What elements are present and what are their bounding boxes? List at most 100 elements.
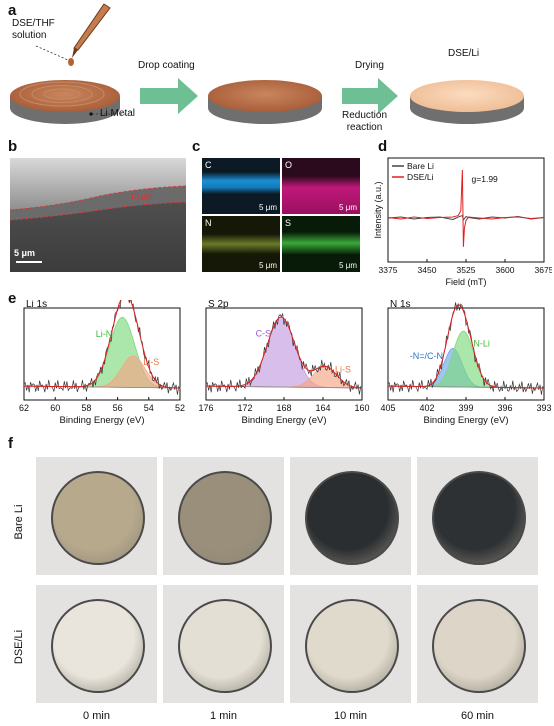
eds-scale-s: 5 μm (339, 261, 357, 270)
li-metal-disk-2 (208, 80, 322, 124)
li-disk (178, 599, 272, 693)
peak-label-0: -N=/C-N (410, 351, 443, 361)
sem-cross-section-image: 10 μm 5 μm (10, 158, 186, 272)
legend-label-0: Bare Li (407, 161, 434, 171)
panel-label-b: b (8, 138, 18, 155)
peak-label-1: N-Li (473, 339, 490, 349)
panel-label-a: a (8, 2, 17, 19)
arrow-drop-coating (140, 78, 198, 114)
li-disk (432, 471, 526, 565)
eds-scale-n: 5 μm (259, 261, 277, 270)
panel-label-f: f (8, 435, 13, 452)
fit-envelope-line (387, 304, 545, 389)
photo-dse-li-0 (36, 585, 157, 703)
peak-label-0: Li-N (96, 329, 113, 339)
time-label-0: 0 min (83, 710, 110, 722)
li-disk (305, 599, 399, 693)
time-label-3: 60 min (460, 710, 495, 722)
x-tick-label-1: 3450 (418, 265, 437, 275)
dse-li-disk (410, 80, 524, 124)
x-tick-label-0: 176 (198, 403, 213, 413)
photo-dse-li-3 (417, 585, 538, 703)
epr-chart: 3375 3450 3525 3600 3675 Field (mT) Intensity … (373, 157, 552, 287)
x-tick-label-3: 3600 (496, 265, 515, 275)
eds-map-c: C 5 μm (202, 158, 280, 214)
eds-scale-c: 5 μm (259, 203, 277, 212)
x-tick-label-3: 396 (497, 403, 512, 413)
photo-bare-li-1 (163, 457, 284, 575)
li-metal-label: Li Metal (100, 108, 136, 119)
li-disk (432, 599, 526, 693)
row-label-dse-li: DSE/Li (13, 629, 25, 665)
x-tick-label-0: 62 (19, 403, 29, 413)
x-axis-label: Binding Energy (eV) (423, 415, 508, 426)
peak-label-1: Li-S (143, 357, 159, 367)
drop-coating-label: Drop coating (138, 60, 195, 71)
photo-bare-li-0 (36, 457, 157, 575)
x-tick-label-0: 3375 (379, 265, 398, 275)
x-axis-label: Field (mT) (446, 277, 487, 287)
spectrum-title: Li 1s (26, 300, 47, 310)
eds-element-n: N (205, 218, 212, 228)
peak-label-1: Li-S (335, 364, 351, 374)
fit-envelope-line (205, 316, 363, 389)
eds-map-o: O 5 μm (282, 158, 360, 214)
panel-label-c: c (192, 138, 201, 155)
x-tick-label-0: 405 (380, 403, 395, 413)
eds-scale-o: 5 μm (339, 203, 357, 212)
eds-map-s: S 5 μm (282, 216, 360, 272)
plot-frame (23, 307, 181, 401)
x-tick-label-3: 56 (113, 403, 123, 413)
x-tick-label-2: 168 (276, 403, 291, 413)
xps-s2p-chart: 176 172 168 164 160 Binding Energy (eV) S 2p C-… (198, 300, 369, 426)
x-tick-label-4: 160 (354, 403, 369, 413)
g-value-annotation: g=1.99 (472, 174, 499, 184)
drying-label: Drying (355, 60, 384, 71)
x-tick-label-1: 172 (237, 403, 252, 413)
photo-dse-li-2 (290, 585, 411, 703)
panel-label-d: d (378, 138, 388, 155)
photo-dse-li-1 (163, 585, 284, 703)
eds-element-s: S (285, 218, 292, 228)
scale-bar-label: 5 μm (14, 248, 36, 258)
photo-bare-li-2 (290, 457, 411, 575)
x-tick-label-4: 3675 (535, 265, 552, 275)
scale-bar (16, 261, 42, 263)
eds-maps: C 5 μm O 5 μm N 5 μm S 5 μm (202, 158, 360, 272)
eds-element-o: O (285, 160, 293, 170)
reduction-reaction-label: Reduction reaction (342, 110, 388, 133)
panel-a-schematic (10, 3, 524, 124)
pipette-icon (68, 3, 111, 66)
x-tick-label-4: 393 (536, 403, 551, 413)
legend-label-1: DSE/Li (407, 172, 434, 182)
li-disk (305, 471, 399, 565)
x-tick-label-2: 58 (81, 403, 91, 413)
x-tick-label-2: 3525 (457, 265, 476, 275)
li-disk (51, 471, 145, 565)
arrow-drying (342, 78, 398, 114)
xps-li1s-chart: 62 60 58 56 54 52 Binding Energy (eV) Li 1s Li-N… (19, 300, 185, 426)
x-axis-label: Binding Energy (eV) (241, 415, 326, 426)
x-tick-label-4: 54 (144, 403, 154, 413)
spectrum-title: N 1s (390, 300, 411, 310)
x-tick-label-1: 60 (50, 403, 60, 413)
photo-bare-li-3 (417, 457, 538, 575)
dse-thf-solution-label: DSE/THF solution (12, 18, 55, 41)
eds-element-c: C (205, 160, 212, 170)
row-label-bare-li: Bare Li (13, 504, 25, 540)
li-disk (178, 471, 272, 565)
spectrum-title: S 2p (208, 300, 229, 310)
li-disk (51, 599, 145, 693)
dse-li-label: DSE/Li (448, 48, 480, 59)
peak-label-0: C-S (256, 329, 272, 339)
eds-map-n: N 5 μm (202, 216, 280, 272)
panel-label-e: e (8, 290, 17, 307)
series-line-1 (387, 169, 545, 247)
li-metal-disk-1 (10, 80, 120, 124)
xps-n1s-chart: 405 402 399 396 393 Binding Energy (eV) N 1s -N… (380, 300, 551, 426)
x-tick-label-3: 164 (315, 403, 330, 413)
fit-envelope-line (23, 300, 181, 389)
time-label-2: 10 min (333, 710, 368, 722)
layer-thickness-label: 10 μm (130, 192, 153, 201)
y-axis-label: Intensity (a.u.) (373, 181, 383, 238)
